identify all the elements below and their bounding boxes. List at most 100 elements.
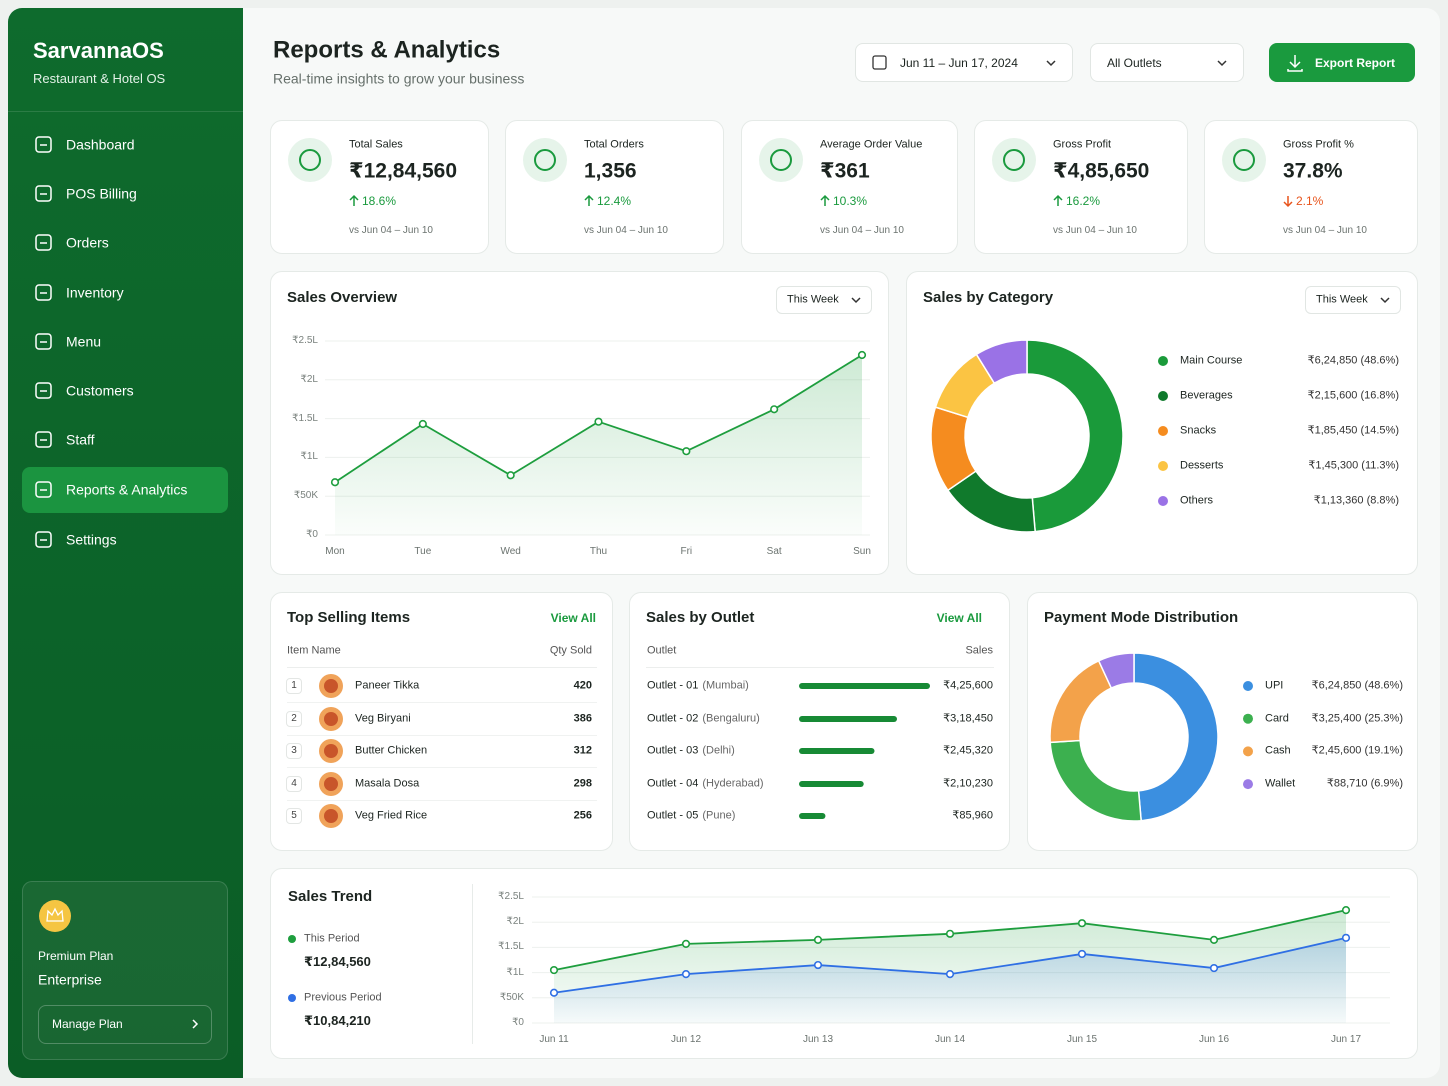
point — [770, 405, 779, 414]
point — [506, 471, 515, 480]
legend-value: ₹1,13,360 (8.8%) — [1313, 494, 1399, 507]
kpi-icon — [288, 138, 332, 182]
outlet-filter: All Outlets — [1107, 55, 1162, 70]
arrow-up — [1053, 194, 1063, 206]
x-tick-label: Wed — [500, 546, 521, 557]
kpi-value: 1,356 — [584, 159, 637, 183]
outlet-name: Outlet - 02 — [647, 712, 699, 725]
calendar-icon — [872, 55, 887, 70]
legend-marker — [1243, 746, 1253, 757]
legend-marker — [1243, 681, 1253, 691]
x-tick-label: Mon — [325, 546, 345, 557]
date-picker[interactable] — [855, 43, 1073, 82]
nav-icon — [35, 185, 52, 202]
x-tick-label: Jun 15 — [1066, 1034, 1098, 1045]
arrow-up — [584, 194, 594, 206]
crown-icon — [46, 907, 64, 922]
kpi-change: 18.6% — [362, 193, 397, 208]
kpi-label: Average Order Value — [820, 138, 923, 151]
filter-button[interactable] — [1305, 286, 1401, 314]
nav-icon — [35, 333, 52, 350]
x-tick-label: Jun 11 — [539, 1034, 569, 1045]
filter-label: This Week — [787, 293, 839, 306]
outlet-name: Outlet - 03 — [647, 744, 699, 757]
export-button[interactable] — [1269, 43, 1415, 82]
arrow-up — [820, 194, 830, 206]
donut-slice — [1097, 652, 1135, 689]
kpi-value: ₹4,85,650 — [1053, 159, 1150, 183]
nav-label: Staff — [66, 431, 95, 448]
point — [857, 350, 867, 360]
donut-slice — [1026, 339, 1124, 533]
point — [1077, 949, 1087, 959]
rank: 3 — [291, 745, 297, 756]
legend-value: ₹88,710 (6.9%) — [1326, 777, 1403, 790]
x-tick-label: Fri — [680, 546, 693, 557]
kpi-icon — [770, 149, 792, 171]
item-name: Masala Dosa — [355, 777, 420, 790]
kpi-label: Gross Profit % — [1283, 138, 1354, 151]
kpi-compare: vs Jun 04 – Jun 10 — [1283, 225, 1367, 236]
nav-icon — [35, 431, 52, 448]
point — [1341, 906, 1351, 915]
outlet-sales: ₹4,25,600 — [943, 679, 993, 692]
nav-label: Menu — [66, 333, 102, 350]
row-divider — [287, 735, 597, 736]
point — [945, 970, 955, 979]
outlet-select[interactable] — [1090, 43, 1244, 82]
x-tick-label: Thu — [589, 546, 608, 557]
y-tick-label: ₹0 — [306, 529, 318, 540]
column-header: Outlet — [647, 644, 677, 657]
legend-marker — [288, 935, 296, 943]
chart-title: Payment Mode Distribution — [1044, 609, 1239, 626]
chevron-icon — [851, 297, 861, 304]
kpi-compare: vs Jun 04 – Jun 10 — [1053, 225, 1137, 236]
kpi-compare: vs Jun 04 – Jun 10 — [349, 225, 433, 236]
area-fill — [554, 937, 1346, 1023]
item-name: Paneer Tikka — [355, 679, 420, 692]
manage-plan-button[interactable] — [38, 1005, 212, 1044]
brand: SarvannaOS — [33, 37, 164, 63]
chevron-icon — [1217, 60, 1227, 67]
legend-label: Wallet — [1265, 777, 1296, 790]
nav-label: Reports & Analytics — [66, 481, 188, 498]
nav-icon — [35, 531, 52, 548]
legend-label: Cash — [1265, 744, 1291, 757]
nav-label: Inventory — [66, 284, 124, 301]
outlet-sales: ₹85,960 — [952, 809, 993, 822]
view-all-link[interactable]: View All — [936, 610, 982, 625]
rank-badge — [286, 808, 302, 824]
kpi-value: 37.8% — [1283, 159, 1343, 183]
kpi-icon — [992, 138, 1036, 182]
column-header: Sales — [965, 644, 993, 657]
filter-button[interactable] — [776, 286, 872, 314]
rank-badge — [286, 743, 302, 759]
nav-label: Settings — [66, 531, 117, 548]
y-tick-label: ₹1.5L — [292, 412, 318, 424]
manage-plan-label: Manage Plan — [52, 1016, 123, 1031]
legend-value: ₹1,45,300 (11.3%) — [1308, 459, 1399, 472]
legend-marker — [288, 994, 296, 1002]
legend-marker — [1158, 461, 1168, 471]
legend-label: Previous Period — [304, 991, 382, 1004]
legend-label: UPI — [1265, 679, 1284, 692]
view-all-link[interactable]: View All — [550, 610, 596, 625]
food-image — [324, 679, 338, 693]
point — [1209, 963, 1219, 973]
page-subtitle: Real-time insights to grow your business — [273, 70, 525, 87]
column-header: Item Name — [287, 644, 341, 657]
rank: 5 — [291, 810, 297, 821]
row-divider — [287, 702, 597, 703]
rank: 4 — [291, 778, 297, 789]
point — [330, 478, 340, 487]
legend-value: ₹6,24,850 (48.6%) — [1307, 354, 1399, 367]
legend-marker — [1243, 713, 1253, 724]
nav-icon — [35, 382, 52, 399]
outlet-sales: ₹3,18,450 — [943, 712, 993, 725]
item-qty: 386 — [573, 712, 592, 725]
item-qty: 312 — [573, 744, 592, 757]
x-tick-label: Jun 13 — [802, 1034, 834, 1045]
kpi-change: 10.3% — [833, 193, 868, 208]
x-tick-label: Jun 12 — [670, 1034, 702, 1045]
